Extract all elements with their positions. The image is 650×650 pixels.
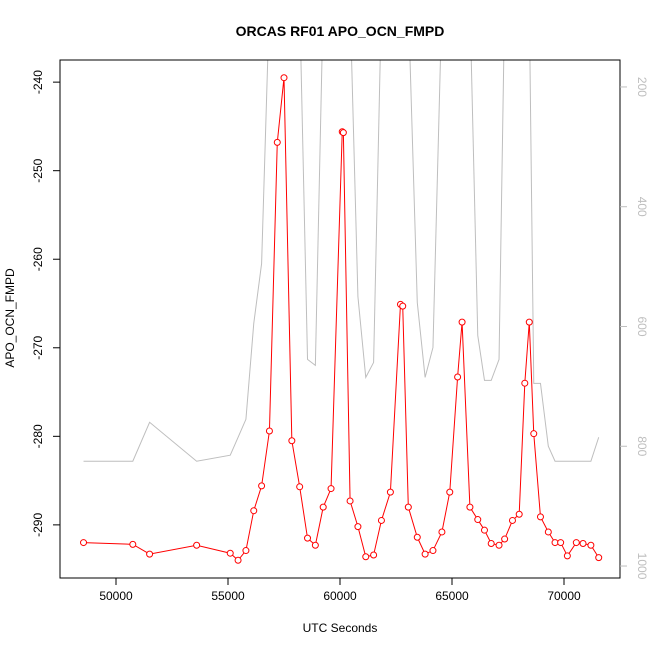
plot-frame	[59, 59, 621, 579]
y-tick-label: -250	[31, 158, 45, 182]
data-point	[354, 523, 362, 531]
data-point	[319, 503, 327, 511]
data-point	[530, 430, 538, 438]
x-axis: 50000 55000 60000 65000 70000	[99, 578, 581, 603]
series-primary	[80, 74, 603, 564]
data-point	[515, 510, 523, 518]
data-point	[399, 302, 407, 310]
data-point	[536, 513, 544, 521]
y2-tick-label: 1000	[635, 553, 649, 580]
data-point	[495, 541, 503, 549]
data-point	[280, 74, 288, 82]
data-point	[595, 554, 603, 562]
data-point	[370, 551, 378, 559]
data-point	[421, 550, 429, 558]
data-point	[265, 427, 273, 435]
data-point	[557, 539, 565, 547]
y-tick-label: -290	[31, 513, 45, 537]
data-point	[346, 497, 354, 505]
data-point	[193, 541, 201, 549]
data-point	[288, 437, 296, 445]
data-point	[563, 552, 571, 560]
data-point	[404, 503, 412, 511]
y2-tick-label: 600	[635, 316, 649, 336]
chart-title: ORCAS RF01 APO_OCN_FMPD	[236, 23, 445, 39]
data-point	[572, 539, 580, 547]
y-axis: -290 -280 -270 -260 -250 -240	[31, 70, 60, 537]
y-tick-label: -240	[31, 70, 45, 94]
x-tick-label: 70000	[547, 589, 581, 603]
data-point	[446, 488, 454, 496]
x-tick-label: 60000	[323, 589, 357, 603]
x-tick-label: 50000	[99, 589, 133, 603]
series-secondary	[83, 60, 600, 462]
data-point	[579, 539, 587, 547]
data-point	[386, 488, 394, 496]
data-point	[234, 556, 242, 564]
data-point	[339, 129, 347, 137]
x-tick-label: 65000	[435, 589, 469, 603]
y-tick-label: -270	[31, 335, 45, 359]
data-point	[454, 373, 462, 381]
y-tick-label: -260	[31, 247, 45, 271]
data-point	[525, 318, 533, 326]
y-axis-label: APO_OCN_FMPD	[3, 268, 17, 368]
data-point	[80, 539, 88, 547]
data-point	[146, 550, 154, 558]
data-point	[129, 540, 137, 548]
data-point	[521, 379, 529, 387]
data-point	[242, 547, 250, 555]
data-point	[501, 535, 509, 543]
data-point	[304, 534, 312, 542]
data-point	[551, 539, 559, 547]
data-point	[466, 503, 474, 511]
x-tick-label: 55000	[211, 589, 245, 603]
data-point	[327, 485, 335, 493]
data-point	[458, 318, 466, 326]
x-axis-label: UTC Seconds	[303, 621, 378, 635]
data-point	[544, 528, 552, 536]
y2-tick-label: 200	[635, 77, 649, 97]
data-point	[250, 507, 258, 515]
data-point	[587, 541, 595, 549]
data-point	[413, 533, 421, 541]
y2-tick-label: 400	[635, 197, 649, 217]
secondary-series-line	[83, 60, 600, 462]
data-point	[362, 553, 370, 561]
primary-series-line	[83, 77, 600, 562]
data-point	[438, 528, 446, 536]
data-point	[226, 549, 234, 557]
data-point	[296, 483, 304, 491]
data-point	[508, 516, 516, 524]
data-point	[273, 138, 281, 146]
data-point	[480, 526, 488, 534]
data-point	[487, 539, 495, 547]
y2-axis: 200 400 600 800 1000	[620, 77, 649, 580]
data-point	[377, 516, 385, 524]
y2-tick-label: 800	[635, 436, 649, 456]
y-tick-label: -280	[31, 424, 45, 448]
data-point	[258, 482, 266, 490]
data-point	[474, 516, 482, 524]
data-point	[429, 547, 437, 555]
data-point	[311, 541, 319, 549]
